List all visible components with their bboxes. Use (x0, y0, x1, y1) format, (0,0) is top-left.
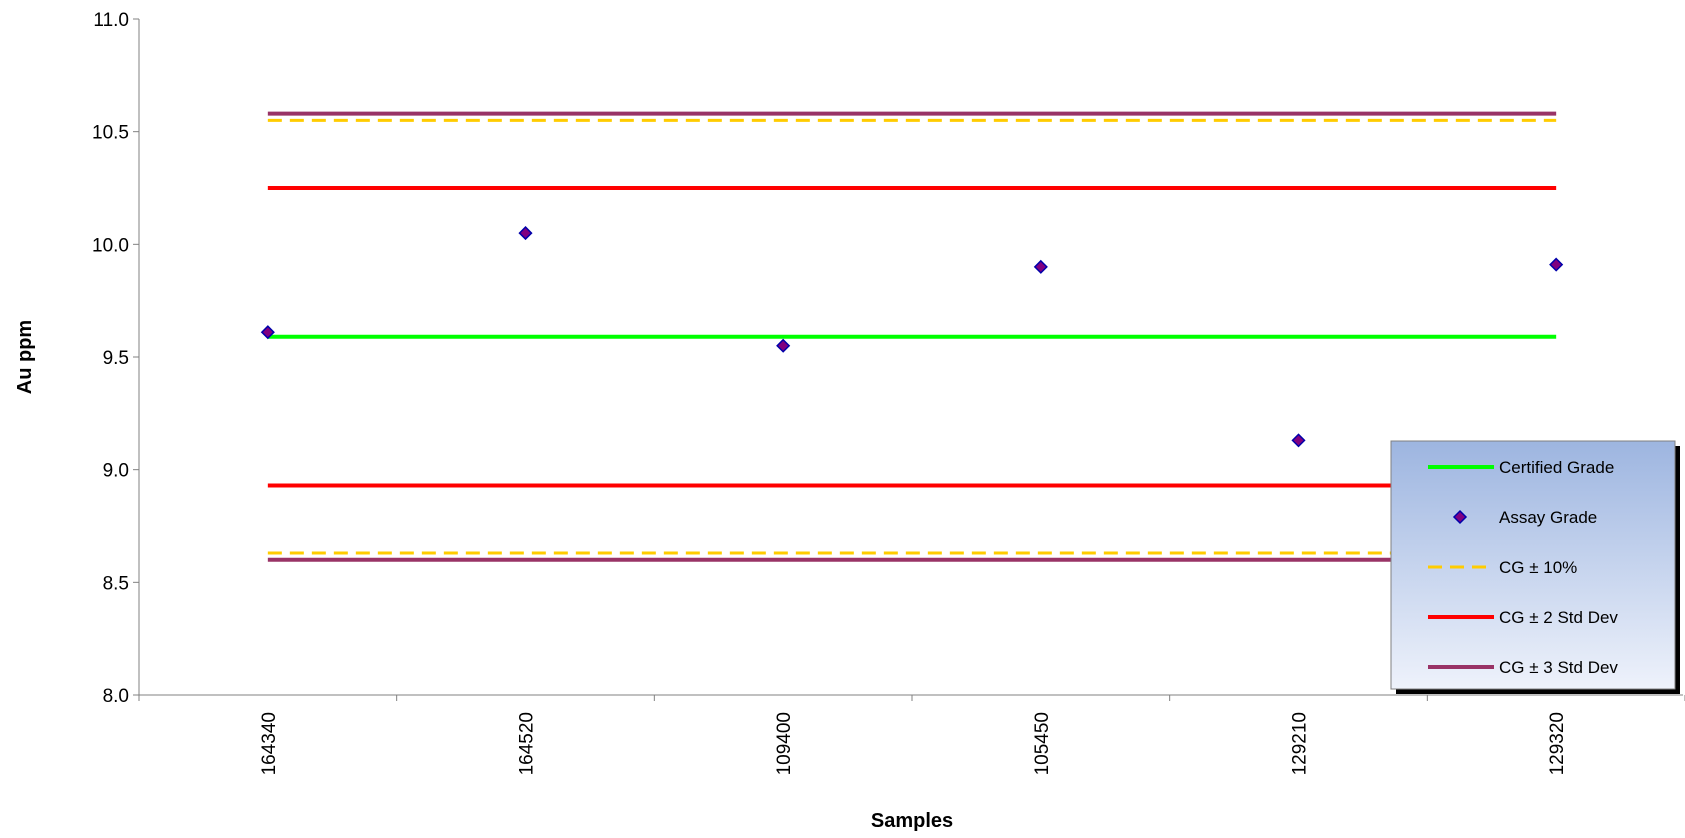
assay-grade-point (260, 325, 275, 340)
y-tick-label: 9.0 (103, 461, 129, 482)
legend-swatch-assay-grade (1452, 509, 1468, 525)
y-tick-label: 8.0 (103, 686, 129, 707)
x-tick-label: 129210 (1290, 712, 1311, 775)
y-tick-label: 11.0 (93, 10, 129, 31)
assay-grade-point (1033, 259, 1048, 274)
x-tick-label: 164520 (517, 712, 538, 775)
y-tick-label: 10.5 (92, 123, 129, 144)
y-axis-title: Au ppm (14, 320, 36, 394)
legend: Certified Grade Assay Grade CG ± 10% CG ± 2… (1390, 440, 1680, 694)
legend-label-certified-grade: Certified Grade (1499, 458, 1614, 477)
x-tick-label: 129320 (1547, 712, 1568, 775)
legend-box (1390, 440, 1676, 690)
x-tick-label: 164340 (259, 712, 280, 775)
legend-label-cg-3-std-dev: CG ± 3 Std Dev (1499, 658, 1618, 677)
assay-grade-point (776, 338, 791, 353)
legend-label-cg-10: CG ± 10% (1499, 558, 1577, 577)
assay-grade-point (518, 226, 533, 241)
legend-label-assay-grade: Assay Grade (1499, 508, 1597, 527)
legend-label-cg-2-std-dev: CG ± 2 Std Dev (1499, 608, 1618, 627)
plot-area (260, 111, 1564, 562)
y-tick-label: 10.0 (92, 235, 129, 256)
axes: 8.0 8.5 9.0 9.5 10.0 10.5 11.0 164340 164520 1094… (14, 10, 1685, 832)
x-tick-label: 105450 (1032, 712, 1053, 775)
y-tick-label: 9.5 (103, 348, 129, 369)
x-tick-label: 109400 (774, 712, 795, 775)
assay-grade-point (1291, 433, 1306, 448)
x-axis-title: Samples (871, 810, 953, 832)
y-tick-label: 8.5 (103, 573, 129, 594)
assay-grade-point (1549, 257, 1564, 272)
